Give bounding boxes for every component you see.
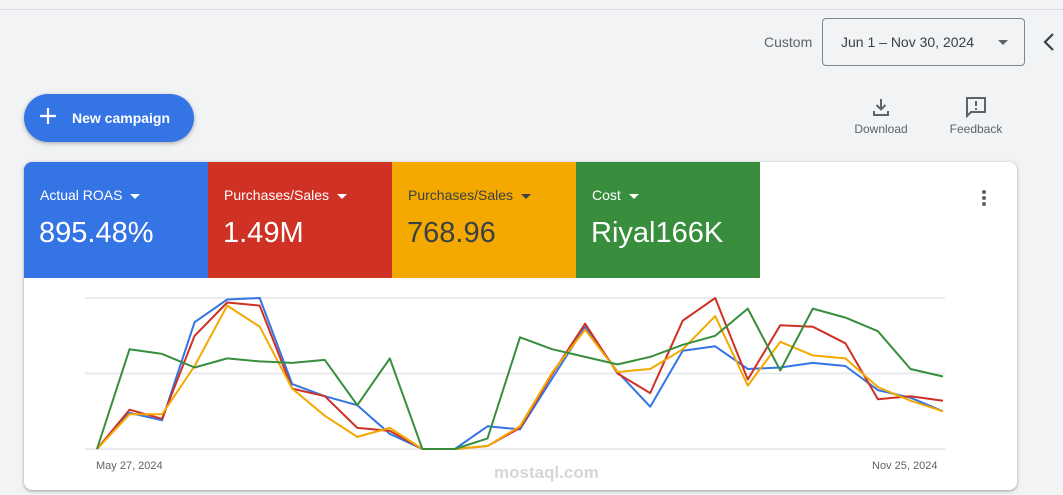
date-range-value: Jun 1 – Nov 30, 2024	[841, 34, 975, 50]
feedback-icon	[966, 97, 986, 118]
new-campaign-label: New campaign	[72, 110, 171, 126]
more-vert-icon[interactable]	[974, 188, 994, 208]
metric-label[interactable]: Purchases/Sales	[224, 187, 348, 203]
metric-tile-actual-roas[interactable]: Actual ROAS 895.48%	[24, 162, 208, 278]
metric-label[interactable]: Cost	[592, 187, 639, 203]
date-range-label: Custom	[764, 34, 813, 50]
feedback-label: Feedback	[949, 122, 1003, 136]
date-range-select[interactable]: Jun 1 – Nov 30, 2024	[822, 18, 1025, 66]
metric-value: 768.96	[407, 217, 496, 249]
watermark: mostaql.com	[494, 463, 599, 482]
dropdown-caret-icon	[628, 193, 639, 199]
dropdown-caret-icon	[521, 193, 532, 199]
series-line	[96, 307, 944, 450]
metric-value: 895.48%	[39, 217, 154, 249]
metric-value: 1.49M	[223, 217, 304, 249]
top-divider	[0, 9, 1063, 10]
series-line	[96, 304, 944, 450]
performance-line-chart: May 27, 2024 Nov 25, 2024	[24, 278, 1017, 490]
chart-plot	[85, 297, 945, 450]
metric-tile-cost[interactable]: Cost Riyal166K	[576, 162, 760, 278]
new-campaign-button[interactable]: New campaign	[24, 94, 194, 142]
download-label: Download	[854, 122, 908, 136]
metric-label[interactable]: Actual ROAS	[40, 187, 141, 203]
feedback-button[interactable]: Feedback	[946, 96, 1006, 144]
dropdown-caret-icon	[130, 193, 141, 199]
performance-card: Actual ROAS 895.48% Purchases/Sales 1.49…	[24, 162, 1017, 490]
series-line	[96, 297, 944, 450]
chevron-left-icon[interactable]	[1038, 28, 1060, 56]
x-axis-start-label: May 27, 2024	[96, 460, 163, 472]
plus-icon	[40, 108, 56, 124]
x-axis-end-label: Nov 25, 2024	[872, 460, 938, 472]
dropdown-caret-icon	[998, 40, 1008, 45]
metric-tile-purchases-sales[interactable]: Purchases/Sales 1.49M	[208, 162, 392, 278]
metric-tile-purchases-sales-2[interactable]: Purchases/Sales 768.96	[392, 162, 576, 278]
series-line	[96, 297, 944, 450]
metric-value: Riyal166K	[591, 217, 724, 249]
dropdown-caret-icon	[337, 193, 348, 199]
download-icon	[873, 99, 889, 116]
download-button[interactable]: Download	[850, 96, 912, 144]
metric-label[interactable]: Purchases/Sales	[408, 187, 532, 203]
